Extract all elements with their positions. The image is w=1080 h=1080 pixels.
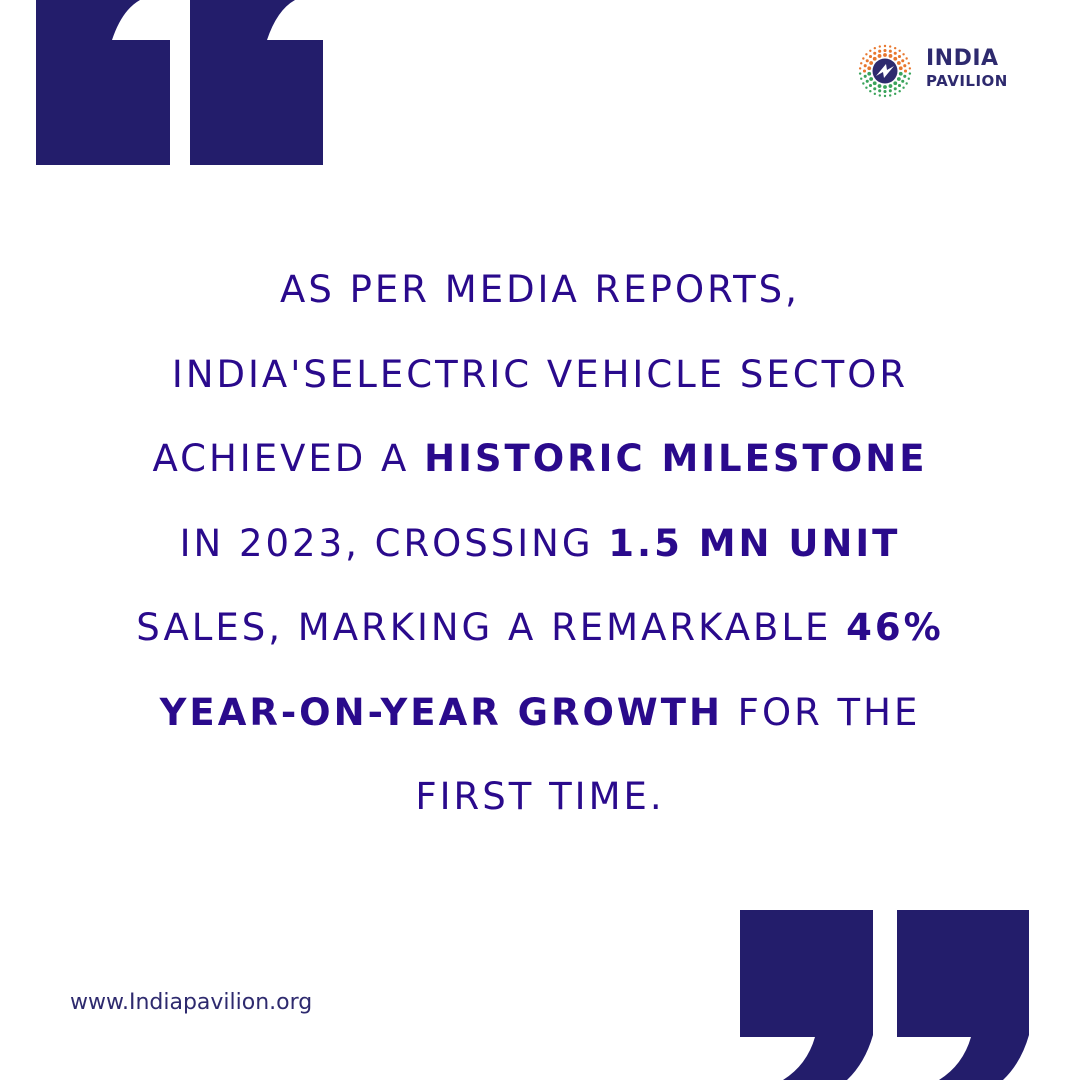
- india-pavilion-logo-mark-icon: [858, 44, 912, 98]
- quote-line: SALES, MARKING A REMARKABLE 46%: [60, 593, 1020, 678]
- quote-line: FIRST TIME.: [60, 762, 1020, 847]
- quote-line: ACHIEVED A HISTORIC MILESTONE: [60, 424, 1020, 509]
- logo-name-line2: PAVILION: [926, 72, 1008, 90]
- quote-highlight: YEAR-ON-YEAR GROWTH: [159, 690, 723, 734]
- closing-quote-icon: [740, 910, 1029, 1080]
- quote-segment: FIRST TIME.: [415, 775, 665, 818]
- quote-line: AS PER MEDIA REPORTS,: [60, 255, 1020, 340]
- quote-line: INDIA'SELECTRIC VEHICLE SECTOR: [60, 340, 1020, 425]
- quote-line: YEAR-ON-YEAR GROWTH FOR THE: [60, 678, 1020, 763]
- quote-text-block: AS PER MEDIA REPORTS, INDIA'SELECTRIC VEH…: [60, 255, 1020, 847]
- logo-name-line1: INDIA: [926, 46, 999, 71]
- quote-segment: ACHIEVED A: [152, 437, 425, 480]
- quote-highlight: 1.5 MN UNIT: [608, 521, 901, 565]
- quote-line: IN 2023, CROSSING 1.5 MN UNIT: [60, 509, 1020, 594]
- opening-quote-icon: [36, 0, 323, 165]
- quote-segment: INDIA'SELECTRIC VEHICLE SECTOR: [171, 352, 909, 396]
- quote-segment: IN 2023, CROSSING: [179, 521, 609, 565]
- quote-segment: SALES, MARKING A REMARKABLE: [136, 606, 847, 649]
- quote-highlight: HISTORIC MILESTONE: [424, 437, 928, 480]
- india-pavilion-logo[interactable]: INDIA PAVILION: [856, 42, 1036, 98]
- quote-segment: AS PER MEDIA REPORTS,: [280, 268, 800, 311]
- website-link[interactable]: www.Indiapavilion.org: [70, 990, 313, 1015]
- quote-highlight: 46%: [846, 606, 944, 649]
- quote-segment: FOR THE: [722, 690, 921, 734]
